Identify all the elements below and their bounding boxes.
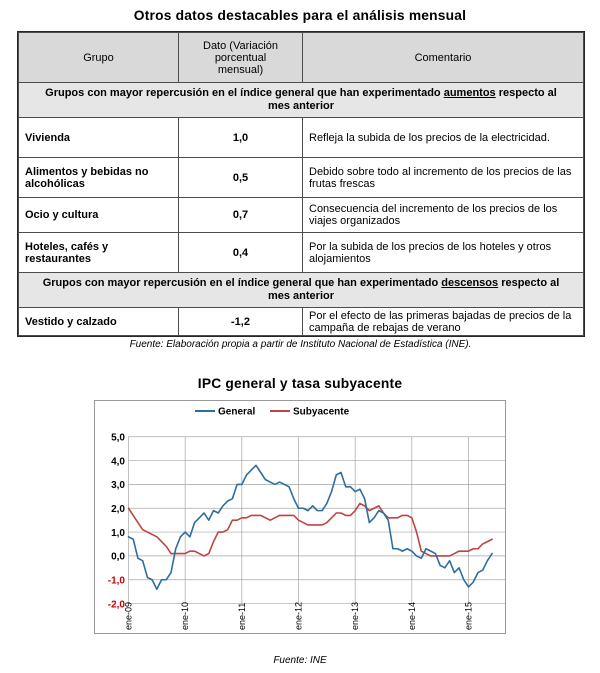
svg-text:1,0: 1,0: [111, 528, 125, 539]
svg-text:4,0: 4,0: [111, 456, 125, 467]
svg-text:ene-11: ene-11: [237, 603, 247, 630]
svg-text:General: General: [218, 407, 255, 418]
svg-text:ene-12: ene-12: [294, 602, 304, 630]
svg-text:ene-14: ene-14: [407, 602, 417, 630]
svg-text:ene-10: ene-10: [180, 602, 190, 630]
svg-text:2,0: 2,0: [111, 504, 125, 515]
svg-text:-1,0: -1,0: [108, 575, 126, 586]
svg-text:Subyacente: Subyacente: [293, 407, 350, 418]
svg-text:ene-09: ene-09: [124, 602, 134, 630]
svg-text:3,0: 3,0: [111, 480, 125, 491]
svg-text:5,0: 5,0: [111, 433, 125, 444]
svg-text:ene-15: ene-15: [464, 602, 474, 630]
svg-text:ene-13: ene-13: [350, 602, 360, 630]
svg-text:0,0: 0,0: [111, 552, 125, 563]
